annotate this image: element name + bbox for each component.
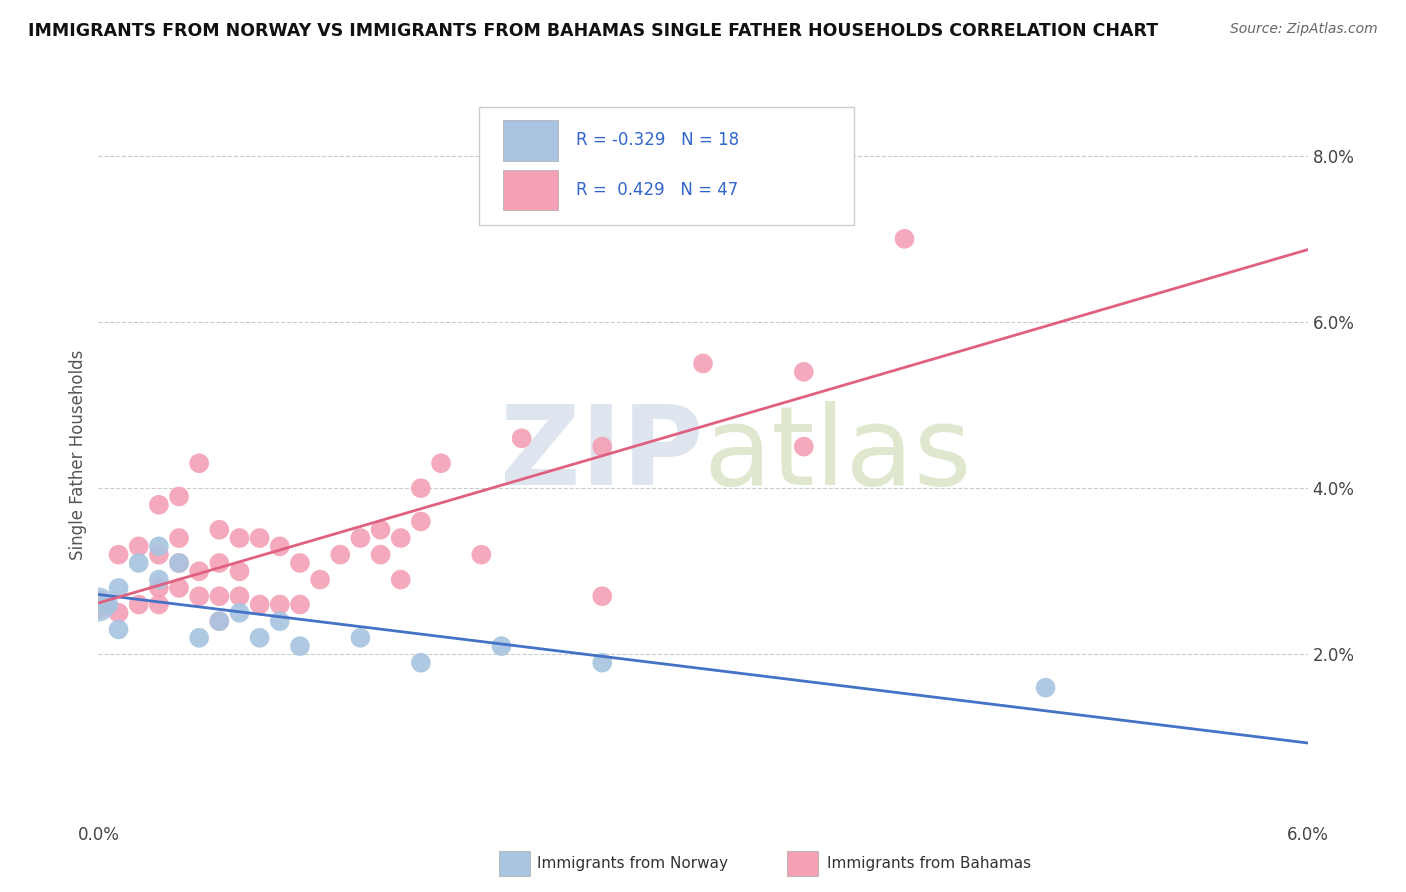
Point — [349, 531, 371, 545]
Point — [228, 589, 250, 603]
Point — [288, 639, 311, 653]
Point — [430, 456, 453, 470]
Point — [188, 564, 211, 578]
Point — [793, 440, 815, 454]
Point — [349, 631, 371, 645]
Point — [389, 573, 412, 587]
Point — [107, 623, 129, 637]
Point — [93, 598, 115, 612]
Point — [107, 606, 129, 620]
Point — [167, 556, 190, 570]
Point — [167, 556, 190, 570]
Point — [148, 539, 170, 553]
Point — [591, 440, 613, 454]
Text: ZIP: ZIP — [499, 401, 703, 508]
Point — [510, 431, 533, 445]
Point — [409, 481, 432, 495]
Point — [409, 515, 432, 529]
Point — [249, 531, 271, 545]
Point — [148, 581, 170, 595]
Point — [228, 606, 250, 620]
Point — [148, 548, 170, 562]
Point — [692, 356, 714, 371]
Point — [148, 573, 170, 587]
Point — [208, 556, 231, 570]
Point — [269, 539, 291, 553]
Point — [288, 556, 311, 570]
Point — [228, 531, 250, 545]
Point — [591, 589, 613, 603]
Point — [370, 523, 392, 537]
Text: atlas: atlas — [703, 401, 972, 508]
Text: IMMIGRANTS FROM NORWAY VS IMMIGRANTS FROM BAHAMAS SINGLE FATHER HOUSEHOLDS CORRE: IMMIGRANTS FROM NORWAY VS IMMIGRANTS FRO… — [28, 22, 1159, 40]
Point — [491, 639, 513, 653]
Bar — [503, 120, 558, 161]
Point — [208, 523, 231, 537]
Text: R = -0.329   N = 18: R = -0.329 N = 18 — [576, 131, 740, 149]
Point — [188, 456, 211, 470]
Point — [309, 573, 332, 587]
Point — [591, 656, 613, 670]
Point — [107, 581, 129, 595]
Point — [288, 598, 311, 612]
Text: Immigrants from Norway: Immigrants from Norway — [537, 856, 728, 871]
Point — [269, 614, 291, 628]
Text: Source: ZipAtlas.com: Source: ZipAtlas.com — [1230, 22, 1378, 37]
Point — [188, 589, 211, 603]
Point — [188, 631, 211, 645]
Point — [893, 232, 915, 246]
Point — [793, 365, 815, 379]
Point — [87, 598, 110, 612]
Point — [208, 614, 231, 628]
Text: R =  0.429   N = 47: R = 0.429 N = 47 — [576, 181, 738, 199]
Point — [148, 498, 170, 512]
Point — [128, 598, 150, 612]
Point — [269, 598, 291, 612]
Point — [208, 614, 231, 628]
Point — [470, 548, 492, 562]
Point — [107, 548, 129, 562]
Point — [389, 531, 412, 545]
Point — [329, 548, 352, 562]
Text: Immigrants from Bahamas: Immigrants from Bahamas — [827, 856, 1031, 871]
Point — [249, 598, 271, 612]
Point — [167, 531, 190, 545]
Point — [148, 598, 170, 612]
Point — [87, 598, 110, 612]
Bar — [503, 169, 558, 210]
Point — [1035, 681, 1057, 695]
Point — [370, 548, 392, 562]
Point — [409, 656, 432, 670]
Point — [128, 539, 150, 553]
Point — [128, 556, 150, 570]
Point — [208, 589, 231, 603]
Point — [167, 490, 190, 504]
Point — [97, 598, 120, 612]
FancyBboxPatch shape — [479, 108, 855, 225]
Point — [228, 564, 250, 578]
Point — [167, 581, 190, 595]
Point — [249, 631, 271, 645]
Y-axis label: Single Father Households: Single Father Households — [69, 350, 87, 560]
